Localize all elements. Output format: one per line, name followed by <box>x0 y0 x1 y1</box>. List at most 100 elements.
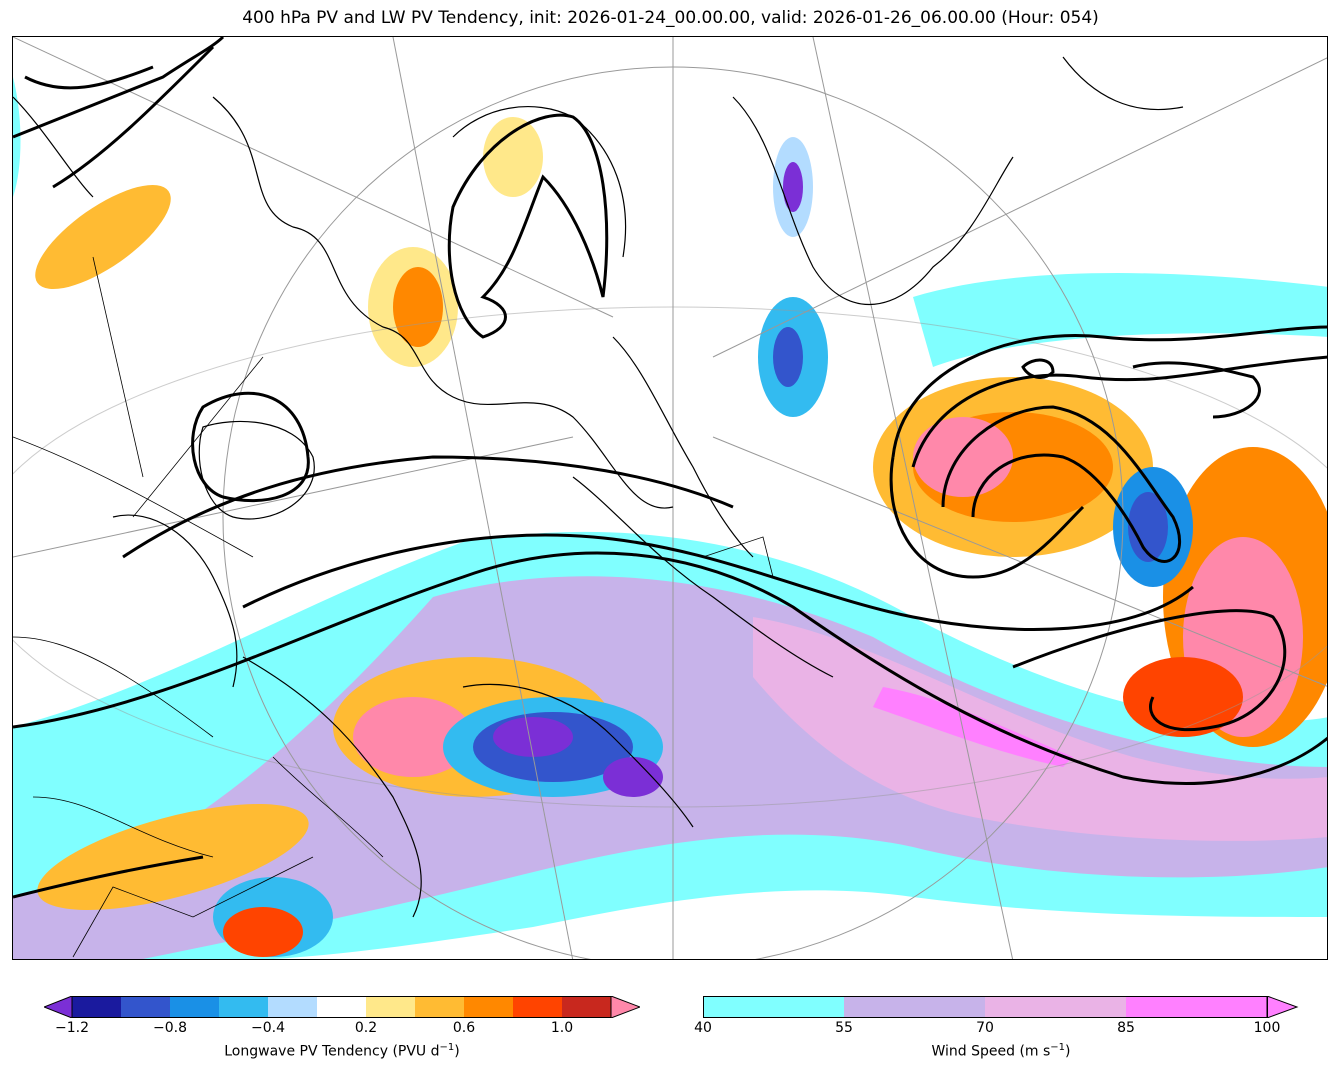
tendency-colorbar-ticks: −1.2 −0.8 −0.4 0.2 0.6 1.0 <box>44 1018 640 1038</box>
cbar-swatch <box>268 996 317 1018</box>
cbar-swatch <box>317 996 366 1018</box>
border <box>13 436 254 558</box>
coastline <box>452 106 627 258</box>
cbar-tick: 40 <box>694 1020 712 1036</box>
tend-pos-blob <box>353 697 473 777</box>
cbar-label-text: Wind Speed (m s <box>931 1043 1051 1060</box>
wind-colorbar-swatches <box>703 996 1299 1018</box>
tend-pos-blob <box>393 267 443 347</box>
wind-speed-fill <box>13 77 1327 959</box>
cbar-tick: 0.2 <box>354 1020 378 1036</box>
cbar-tick: 55 <box>835 1020 853 1036</box>
map-panel <box>12 36 1328 960</box>
cbar-swatch <box>170 996 219 1018</box>
coastline <box>572 476 834 678</box>
cbar-extend-low <box>44 996 73 1018</box>
pv-contour <box>52 45 215 189</box>
meridian <box>812 37 1014 959</box>
border <box>13 636 214 738</box>
pv-contour <box>191 391 310 503</box>
wind-band-40-ne <box>913 273 1327 367</box>
tendency-colorbar: −1.2 −0.8 −0.4 0.2 0.6 1.0 Longwave PV T… <box>44 996 640 1060</box>
tend-pos-blob <box>37 804 309 910</box>
cbar-extend-high <box>1266 996 1299 1018</box>
pv-contour <box>891 325 1327 458</box>
meridian <box>13 37 614 318</box>
tend-pos-blob <box>913 417 1013 497</box>
pv-contour <box>447 113 609 339</box>
coastlines <box>13 56 1184 958</box>
pv-contour <box>122 455 734 559</box>
tend-neg-blob <box>783 162 803 212</box>
cbar-label-exponent: −1 <box>1050 1042 1066 1053</box>
tend-neg-blob <box>773 327 803 387</box>
coastline <box>1062 56 1184 111</box>
cbar-swatch <box>219 996 268 1018</box>
coastline <box>112 514 238 688</box>
cbar-label-end: ) <box>1065 1043 1071 1060</box>
plot-title: 400 hPa PV and LW PV Tendency, init: 202… <box>242 8 1099 28</box>
tend-pos-blob <box>35 184 171 290</box>
pv-contour <box>242 533 1194 631</box>
wind-band-85 <box>873 687 1073 767</box>
border <box>92 256 144 478</box>
coastline <box>732 96 1014 306</box>
cbar-extend-high <box>610 996 640 1018</box>
pv-contours <box>13 37 1327 899</box>
pv-contour <box>1021 358 1055 379</box>
border <box>272 756 384 858</box>
cbar-tick: 100 <box>1253 1020 1281 1036</box>
cbar-swatch <box>121 996 170 1018</box>
cbar-swatch <box>844 996 985 1018</box>
cbar-swatch <box>985 996 1126 1018</box>
tend-neg-blob <box>603 757 663 797</box>
cbar-swatch <box>562 996 611 1018</box>
tend-neg-blob <box>1128 492 1168 562</box>
cbar-tick: 85 <box>1117 1020 1135 1036</box>
border <box>132 356 264 518</box>
pv-contour <box>911 355 1327 468</box>
coastline <box>612 336 754 558</box>
cbar-tick: 70 <box>976 1020 994 1036</box>
wind-band-55 <box>13 576 1327 959</box>
cbar-tick: −1.2 <box>55 1020 89 1036</box>
pv-contour <box>13 855 204 899</box>
wind-colorbar-ticks: 40 55 70 85 100 <box>694 1018 1299 1038</box>
cbar-label-end: ) <box>454 1043 460 1060</box>
cbar-swatch <box>366 996 415 1018</box>
cbar-swatch <box>464 996 513 1018</box>
tendency-colorbar-swatches <box>44 996 640 1018</box>
cbar-tick: −0.8 <box>153 1020 187 1036</box>
cbar-swatch <box>415 996 464 1018</box>
border <box>32 796 214 858</box>
cbar-tick: 0.6 <box>452 1020 476 1036</box>
map-canvas <box>13 37 1327 959</box>
tendency-colorbar-label: Longwave PV Tendency (PVU d−1) <box>44 1042 640 1060</box>
pv-contour <box>941 405 1181 563</box>
cbar-label-text: Longwave PV Tendency (PVU d <box>224 1043 440 1060</box>
coastline <box>212 96 674 509</box>
coastline <box>462 683 694 828</box>
pv-contour <box>13 37 225 139</box>
pv-contour <box>13 551 1327 785</box>
cbar-swatch <box>72 996 121 1018</box>
coastline <box>242 656 422 918</box>
wind-colorbar: 40 55 70 85 100 Wind Speed (m s−1) <box>694 996 1299 1060</box>
cbar-label-exponent: −1 <box>439 1042 455 1053</box>
tend-pos-blob <box>223 907 303 957</box>
border <box>702 536 774 578</box>
graticule <box>13 37 1327 959</box>
meridian <box>712 57 1327 358</box>
cbar-swatch <box>1126 996 1267 1018</box>
cbar-swatch <box>513 996 562 1018</box>
pv-contour <box>1012 609 1287 732</box>
pv-contour <box>889 456 1085 579</box>
cbar-tick: −0.4 <box>251 1020 285 1036</box>
wind-colorbar-label: Wind Speed (m s−1) <box>703 1042 1299 1060</box>
tend-pos-blob <box>483 117 543 197</box>
border <box>72 856 314 958</box>
cbar-swatch <box>703 996 844 1018</box>
pv-contour <box>24 65 154 90</box>
meridian <box>392 37 574 959</box>
pv-contour <box>1132 361 1261 419</box>
